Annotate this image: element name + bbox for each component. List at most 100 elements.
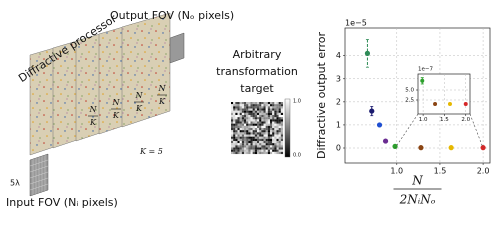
noise-pixel	[270, 106, 273, 109]
x-label-denominator: 2NᵢNₒ	[399, 193, 436, 207]
noise-pixel	[261, 138, 264, 142]
noise-pixel	[274, 151, 277, 155]
noise-pixel	[272, 132, 275, 135]
noise-pixel	[270, 123, 273, 126]
noise-pixel	[244, 145, 247, 148]
noise-pixel	[250, 136, 253, 139]
noise-pixel	[265, 130, 268, 133]
noise-pixel	[233, 119, 236, 122]
noise-pixel	[272, 104, 275, 107]
noise-pixel	[252, 130, 255, 133]
noise-pixel	[244, 147, 247, 150]
noise-pixel	[252, 112, 255, 116]
noise-pixel	[265, 138, 268, 142]
noise-pixel	[231, 134, 234, 137]
noise-pixel	[235, 121, 238, 124]
noise-pixel	[254, 141, 258, 144]
noise-pixel	[235, 102, 238, 105]
noise-pixel	[252, 132, 255, 135]
noise-pixel	[231, 136, 234, 139]
noise-pixel	[263, 123, 266, 126]
noise-pixel	[241, 119, 245, 122]
noise-pixel	[248, 115, 251, 118]
noise-pixel	[257, 108, 260, 111]
x-tick-label: 2.0	[477, 167, 490, 176]
noise-pixel	[233, 141, 236, 144]
noise-pixel	[248, 132, 251, 135]
noise-pixel	[252, 108, 255, 111]
noise-pixel	[278, 108, 281, 111]
noise-pixel	[257, 145, 260, 148]
noise-pixel	[278, 125, 281, 129]
noise-pixel	[239, 141, 242, 144]
noise-pixel	[246, 123, 249, 126]
noise-pixel	[246, 119, 249, 122]
noise-pixel	[263, 141, 266, 144]
noise-pixel	[272, 130, 275, 133]
noise-pixel	[252, 143, 255, 146]
noise-pixel	[276, 147, 279, 150]
noise-pixel	[241, 141, 245, 144]
noise-pixel	[267, 112, 271, 116]
pixel-size-label: 5λ	[10, 179, 20, 188]
noise-pixel	[233, 117, 236, 120]
noise-pixel	[257, 102, 260, 105]
noise-pixel	[254, 125, 258, 129]
y-tick-label: 1	[336, 120, 341, 129]
noise-pixel	[267, 121, 271, 124]
input-fov	[29, 153, 49, 197]
noise-pixel	[259, 143, 262, 146]
noise-pixel	[267, 149, 271, 152]
x-tick-label: 1.0	[419, 117, 428, 123]
noise-pixel	[278, 110, 281, 113]
noise-pixel	[244, 136, 247, 139]
noise-pixel	[276, 104, 279, 107]
noise-pixel	[237, 115, 240, 118]
noise-pixel	[278, 104, 281, 107]
noise-pixel	[270, 104, 273, 107]
noise-pixel	[272, 119, 275, 122]
noise-pixel	[239, 147, 242, 150]
noise-pixel	[257, 112, 260, 116]
noise-pixel	[263, 134, 266, 137]
noise-pixel	[252, 119, 255, 122]
noise-pixel	[259, 130, 262, 133]
fraction-numerator: N	[135, 91, 144, 100]
noise-pixel	[250, 110, 253, 113]
noise-pixel	[265, 106, 268, 109]
noise-pixel	[237, 102, 240, 105]
noise-pixel	[278, 112, 281, 116]
noise-pixel	[280, 134, 284, 137]
noise-pixel	[246, 121, 249, 124]
noise-pixel	[276, 102, 279, 105]
noise-pixel	[250, 149, 253, 152]
noise-pixel	[272, 136, 275, 139]
noise-pixel	[278, 128, 281, 131]
noise-pixel	[241, 149, 245, 152]
noise-pixel	[254, 130, 258, 133]
data-point	[447, 102, 452, 106]
noise-pixel	[241, 108, 245, 111]
noise-pixel	[248, 147, 251, 150]
noise-pixel	[248, 104, 251, 107]
noise-pixel	[252, 121, 255, 124]
noise-pixel	[248, 141, 251, 144]
noise-pixel	[265, 141, 268, 144]
noise-pixel	[257, 110, 260, 113]
noise-pixel	[244, 141, 247, 144]
x-tick-label: 1.5	[434, 167, 447, 176]
layers-label: K = 5	[139, 147, 163, 156]
noise-pixel	[244, 112, 247, 116]
noise-pixel	[276, 106, 279, 109]
noise-pixel	[248, 121, 251, 124]
noise-pixel	[278, 143, 281, 146]
noise-pixel	[259, 112, 262, 116]
noise-pixel	[237, 147, 240, 150]
noise-pixel	[254, 106, 258, 109]
noise-pixel	[248, 145, 251, 148]
noise-pixel	[244, 123, 247, 126]
noise-pixel	[241, 115, 245, 118]
noise-pixel	[280, 147, 284, 150]
noise-pixel	[280, 132, 284, 135]
noise-pixel	[276, 132, 279, 135]
